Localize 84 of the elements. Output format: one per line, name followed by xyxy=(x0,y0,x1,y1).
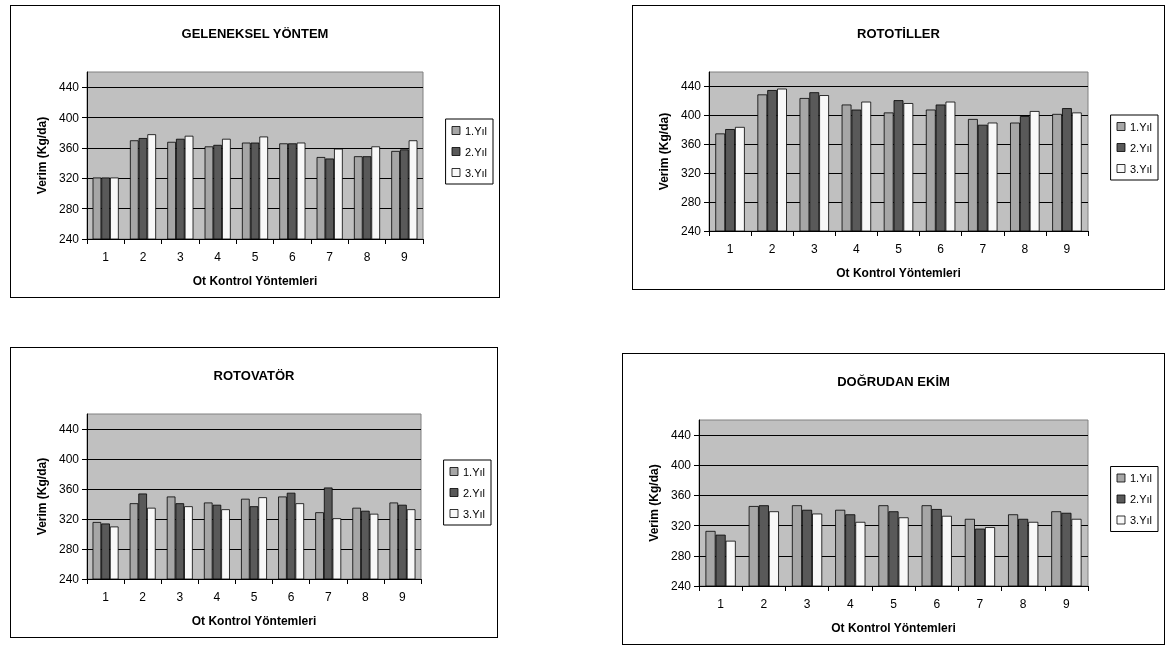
y-tick-label: 320 xyxy=(58,171,80,186)
x-tick-label: 4 xyxy=(846,597,854,611)
x-tick-label: 5 xyxy=(250,590,258,604)
y-axis-title: Verim (Kg/da) xyxy=(647,464,662,542)
x-tick-label: 8 xyxy=(363,250,371,264)
chart-title: DOĞRUDAN EKİM xyxy=(837,374,950,389)
x-tick-label: 9 xyxy=(1063,242,1071,256)
x-tick-label: 2 xyxy=(139,250,147,264)
x-tick-label: 5 xyxy=(890,597,898,611)
x-tick-label: 7 xyxy=(324,590,332,604)
legend-label: 1.Yıl xyxy=(462,465,485,478)
x-tick-label: 3 xyxy=(810,242,818,256)
x-tick-label: 1 xyxy=(726,242,734,256)
x-tick-label: 7 xyxy=(326,250,334,264)
chart-title: ROTOTİLLER xyxy=(857,26,941,41)
legend-label: 3.Yıl xyxy=(1129,514,1152,526)
y-tick-label: 360 xyxy=(670,488,692,503)
x-tick-label: 6 xyxy=(288,250,296,264)
y-axis-title: Verim (Kg/da) xyxy=(35,116,50,195)
x-tick-label: 9 xyxy=(399,590,407,604)
x-axis-title: Ot Kontrol Yöntemleri xyxy=(191,614,317,628)
legend-label: 2.Yıl xyxy=(1129,141,1152,154)
y-tick-label: 360 xyxy=(58,482,80,496)
legend-label: 2.Yıl xyxy=(462,486,485,499)
y-tick-label: 400 xyxy=(670,458,692,473)
y-tick-label: 360 xyxy=(58,140,80,155)
y-tick-label: 240 xyxy=(670,579,692,593)
legend-label: 3.Yıl xyxy=(462,507,485,520)
x-tick-label: 2 xyxy=(139,590,147,604)
y-tick-label: 440 xyxy=(670,428,692,443)
x-tick-label: 8 xyxy=(361,590,369,604)
x-tick-label: 9 xyxy=(400,250,408,264)
x-tick-label: 6 xyxy=(933,597,941,611)
y-axis-title: Verim (Kg/da) xyxy=(657,112,672,191)
y-tick-label: 440 xyxy=(58,422,80,436)
legend-label: 3.Yıl xyxy=(1129,162,1152,175)
y-tick-label: 400 xyxy=(58,110,80,125)
x-axis-title: Ot Kontrol Yöntemleri xyxy=(192,274,318,288)
y-axis-title: Verim (Kg/da) xyxy=(35,457,50,536)
y-tick-label: 400 xyxy=(680,108,702,123)
y-tick-label: 280 xyxy=(58,542,80,556)
x-tick-label: 8 xyxy=(1019,597,1027,611)
x-tick-label: 2 xyxy=(768,242,776,256)
x-tick-label: 5 xyxy=(251,250,259,264)
x-tick-label: 2 xyxy=(760,597,768,611)
x-tick-label: 4 xyxy=(853,242,861,256)
x-tick-label: 1 xyxy=(717,597,725,611)
x-tick-label: 4 xyxy=(214,250,222,264)
y-tick-label: 320 xyxy=(670,518,692,533)
x-tick-label: 4 xyxy=(213,590,221,604)
legend-label: 2.Yıl xyxy=(464,145,487,158)
y-tick-label: 320 xyxy=(58,512,80,526)
x-tick-label: 6 xyxy=(287,590,295,604)
x-tick-label: 3 xyxy=(176,590,184,604)
x-axis-title: Ot Kontrol Yöntemleri xyxy=(836,266,961,280)
x-tick-label: 7 xyxy=(976,597,984,611)
x-tick-label: 9 xyxy=(1063,597,1071,611)
x-tick-label: 1 xyxy=(102,250,110,264)
legend-label: 1.Yıl xyxy=(1129,120,1152,133)
x-axis-title: Ot Kontrol Yöntemleri xyxy=(831,621,956,635)
legend-label: 1.Yıl xyxy=(464,124,487,137)
y-tick-label: 320 xyxy=(680,166,702,181)
x-tick-label: 3 xyxy=(803,597,811,611)
y-tick-label: 280 xyxy=(58,201,80,216)
y-tick-label: 400 xyxy=(58,452,80,466)
x-tick-label: 5 xyxy=(895,242,903,256)
legend-label: 2.Yıl xyxy=(1129,493,1152,505)
chart-title: GELENEKSEL YÖNTEM xyxy=(181,26,329,41)
y-tick-label: 280 xyxy=(670,548,692,563)
legend-label: 3.Yıl xyxy=(464,166,487,179)
y-tick-label: 440 xyxy=(58,80,80,95)
x-tick-label: 6 xyxy=(937,242,945,256)
x-tick-label: 1 xyxy=(102,590,110,604)
y-tick-label: 440 xyxy=(680,79,702,94)
y-tick-label: 360 xyxy=(680,137,702,152)
legend-label: 1.Yıl xyxy=(1129,472,1152,484)
x-tick-label: 8 xyxy=(1021,242,1029,256)
y-tick-label: 240 xyxy=(58,232,80,246)
y-tick-label: 240 xyxy=(680,224,702,238)
x-tick-label: 7 xyxy=(979,242,987,256)
x-tick-label: 3 xyxy=(176,250,184,264)
y-tick-label: 240 xyxy=(58,572,80,586)
chart-title: ROTOVATÖR xyxy=(213,368,296,383)
y-tick-label: 280 xyxy=(680,195,702,210)
